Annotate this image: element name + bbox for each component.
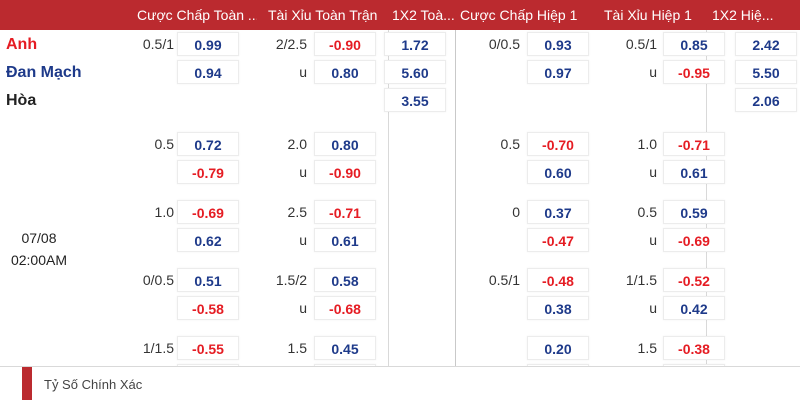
- h1-ou-line: 0.5: [637, 204, 657, 220]
- odds-cell[interactable]: 0.42: [663, 296, 725, 320]
- col-ft-handicap[interactable]: Cược Chấp Toàn ...: [137, 7, 257, 23]
- h1-ou-line: u: [649, 164, 657, 180]
- odds-cell[interactable]: -0.58: [177, 296, 239, 320]
- divider-half: [455, 30, 456, 366]
- odds-cell[interactable]: -0.95: [663, 60, 725, 84]
- h1-ou-line: 1/1.5: [625, 272, 657, 288]
- ft-ou-line: 1.5: [287, 340, 307, 356]
- ft-ou-line: u: [299, 300, 307, 316]
- odds-cell[interactable]: 0.80: [314, 60, 376, 84]
- h1-hdp-line: 0.5/1: [488, 272, 520, 288]
- odds-cell[interactable]: -0.71: [314, 200, 376, 224]
- odds-cell[interactable]: -0.55: [177, 336, 239, 360]
- team-draw: Hòa: [6, 92, 37, 109]
- ft-hdp-line: 0.5/1: [142, 36, 174, 52]
- kickoff-time: 02:00AM: [10, 252, 68, 268]
- col-ft-1x2[interactable]: 1X2 Toà...: [392, 7, 454, 23]
- odds-cell[interactable]: 0.51: [177, 268, 239, 292]
- odds-cell[interactable]: 0.61: [663, 160, 725, 184]
- odds-cell[interactable]: 0.62: [177, 228, 239, 252]
- col-ft-over-under[interactable]: Tài Xỉu Toàn Trận: [268, 7, 378, 23]
- h1-ou-line: 1.0: [637, 136, 657, 152]
- odds-cell[interactable]: 0.58: [314, 268, 376, 292]
- odds-cell[interactable]: 0.37: [527, 200, 589, 224]
- odds-cell[interactable]: 3.55: [384, 88, 446, 112]
- section-title: Tỷ Số Chính Xác: [44, 377, 143, 392]
- h1-ou-line: 0.5/1: [625, 36, 657, 52]
- odds-cell[interactable]: 0.59: [663, 200, 725, 224]
- odds-cell[interactable]: 2.06: [735, 88, 797, 112]
- h1-hdp-line: 0: [512, 204, 520, 220]
- ft-ou-line: 2/2.5: [275, 36, 307, 52]
- odds-cell[interactable]: -0.47: [527, 228, 589, 252]
- odds-cell[interactable]: 0.99: [177, 32, 239, 56]
- next-section-header[interactable]: Tỷ Số Chính Xác: [0, 366, 800, 400]
- divider: [706, 30, 707, 366]
- ft-ou-line: 2.5: [287, 204, 307, 220]
- ft-hdp-line: 0.5: [154, 136, 174, 152]
- team-home[interactable]: Anh: [6, 36, 38, 53]
- odds-cell[interactable]: 0.60: [527, 160, 589, 184]
- odds-cell[interactable]: -0.68: [314, 296, 376, 320]
- odds-cell[interactable]: 0.94: [177, 60, 239, 84]
- ft-hdp-line: 0/0.5: [142, 272, 174, 288]
- ft-ou-line: 2.0: [287, 136, 307, 152]
- odds-cell[interactable]: 2.42: [735, 32, 797, 56]
- ft-ou-line: u: [299, 164, 307, 180]
- ou-under-label: u: [299, 64, 307, 80]
- odds-cell[interactable]: 1.72: [384, 32, 446, 56]
- odds-cell[interactable]: -0.79: [177, 160, 239, 184]
- h1-hdp-line: 0.5: [500, 136, 520, 152]
- section-marker: [22, 367, 32, 400]
- odds-cell[interactable]: -0.90: [314, 32, 376, 56]
- odds-cell[interactable]: -0.52: [663, 268, 725, 292]
- odds-cell[interactable]: -0.38: [663, 336, 725, 360]
- ft-ou-line: 1.5/2: [275, 272, 307, 288]
- ou-under-label: u: [649, 64, 657, 80]
- kickoff-date: 07/08: [21, 230, 57, 246]
- ft-hdp-line: 1/1.5: [142, 340, 174, 356]
- odds-cell[interactable]: 5.50: [735, 60, 797, 84]
- ft-ou-line: u: [299, 232, 307, 248]
- odds-cell[interactable]: -0.90: [314, 160, 376, 184]
- odds-cell[interactable]: 0.93: [527, 32, 589, 56]
- odds-cell[interactable]: 0.72: [177, 132, 239, 156]
- team-away[interactable]: Đan Mạch: [6, 64, 82, 81]
- odds-cell[interactable]: 0.20: [527, 336, 589, 360]
- col-h1-handicap[interactable]: Cược Chấp Hiệp 1: [460, 7, 578, 23]
- odds-cell[interactable]: 0.85: [663, 32, 725, 56]
- h1-ou-line: u: [649, 232, 657, 248]
- ft-hdp-line: 1.0: [154, 204, 174, 220]
- h1-ou-line: u: [649, 300, 657, 316]
- odds-cell[interactable]: 0.61: [314, 228, 376, 252]
- col-h1-over-under[interactable]: Tài Xỉu Hiệp 1: [604, 7, 692, 23]
- odds-cell[interactable]: -0.69: [177, 200, 239, 224]
- odds-cell[interactable]: 5.60: [384, 60, 446, 84]
- divider: [388, 30, 389, 366]
- h1-ou-line: 1.5: [637, 340, 657, 356]
- odds-cell[interactable]: 0.80: [314, 132, 376, 156]
- col-h1-1x2[interactable]: 1X2 Hiệ...: [712, 7, 774, 23]
- odds-cell[interactable]: -0.71: [663, 132, 725, 156]
- odds-cell[interactable]: 0.97: [527, 60, 589, 84]
- odds-cell[interactable]: 0.45: [314, 336, 376, 360]
- odds-cell[interactable]: -0.70: [527, 132, 589, 156]
- odds-cell[interactable]: 0.38: [527, 296, 589, 320]
- odds-cell[interactable]: -0.69: [663, 228, 725, 252]
- h1-hdp-line: 0/0.5: [488, 36, 520, 52]
- odds-header: Cược Chấp Toàn ... Tài Xỉu Toàn Trận 1X2…: [0, 0, 800, 30]
- odds-cell[interactable]: -0.48: [527, 268, 589, 292]
